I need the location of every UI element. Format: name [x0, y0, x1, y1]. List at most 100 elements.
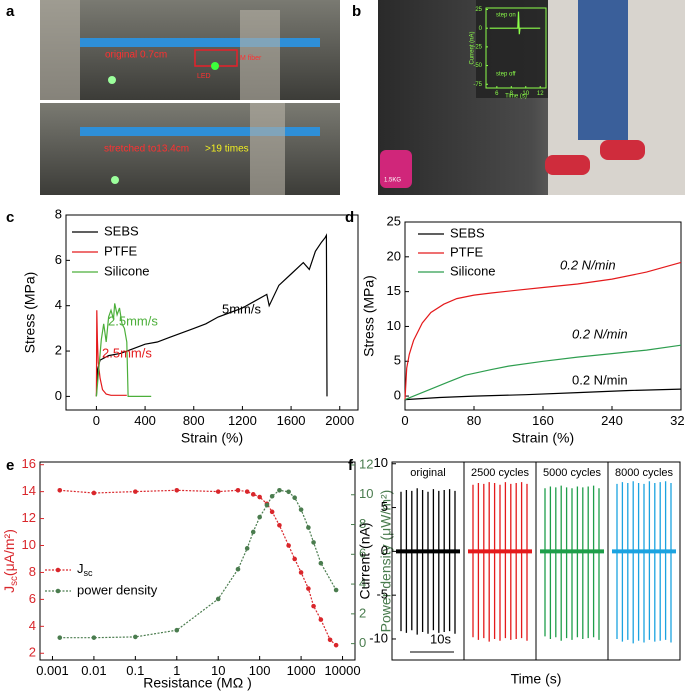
- point: [264, 502, 270, 508]
- point: [174, 487, 180, 493]
- chart: 0 400 800 1200 1600 2000 0 2 4 6 8 Strain (%) Stress…: [22, 206, 359, 446]
- y2-tick-label: 4: [359, 576, 366, 591]
- y-tick-label: 8: [55, 206, 62, 221]
- point: [318, 617, 324, 622]
- led-glow: [108, 76, 116, 84]
- y-axis-label: Stress (MPa): [22, 272, 38, 354]
- photo-text: 1.5KG: [384, 178, 401, 184]
- label-subscript: sc: [9, 576, 20, 586]
- x-tick-label: 10000: [324, 663, 360, 678]
- led-glow: [111, 176, 119, 184]
- x-tick-label: 0: [401, 413, 408, 428]
- chart: 0 80 160 240 320 0 5 10 15 20 25 Strain (%) Stress (…: [361, 213, 685, 445]
- x-tick-label: 1200: [228, 413, 257, 428]
- series-line: [59, 489, 337, 639]
- shoe: [600, 140, 645, 160]
- point: [91, 490, 97, 496]
- label-subscript: sc: [84, 568, 94, 578]
- series-line: [404, 261, 682, 400]
- y-tick-label: 14: [22, 483, 36, 498]
- weight: [380, 150, 412, 188]
- segment-label: 2500 cycles: [471, 467, 530, 479]
- point: [327, 637, 333, 643]
- y-tick-label: 25: [475, 7, 482, 13]
- point: [311, 540, 316, 545]
- x-tick-label: 0.1: [126, 663, 144, 678]
- y-tick-label: 10: [22, 537, 36, 552]
- y-tick-label: 12: [22, 510, 36, 525]
- y2-tick-label: 0: [359, 635, 366, 650]
- point: [257, 514, 262, 520]
- annotation: 2.5mm/s: [102, 345, 152, 360]
- rail: [80, 38, 320, 47]
- point: [292, 495, 297, 501]
- x-tick-label: 80: [467, 413, 481, 428]
- point: [286, 489, 291, 495]
- legend-marker: [55, 567, 61, 573]
- x-tick-label: 1000: [287, 663, 316, 678]
- x-axis-label: Strain (%): [181, 430, 243, 446]
- segment-label: 5000 cycles: [543, 467, 602, 479]
- photo-text: stretched to13.4cm: [104, 144, 189, 155]
- y-tick-label: 4: [29, 618, 36, 633]
- annotation: 0.2 N/min: [560, 257, 616, 272]
- x-tick-label: 1: [173, 663, 180, 678]
- y-tick-label: -5: [376, 587, 388, 602]
- label-part: J: [1, 586, 17, 593]
- x-tick-label: 2000: [325, 413, 354, 428]
- plot-frame: [39, 461, 356, 661]
- x-axis-label: Resistance (MΩ ): [143, 675, 252, 691]
- clamp: [250, 103, 285, 195]
- annotation: 5mm/s: [222, 301, 262, 316]
- jeans: [578, 0, 628, 140]
- x-axis-label: Strain (%): [512, 430, 574, 446]
- inset-bg: [476, 0, 548, 98]
- annotation: step on: [496, 13, 516, 19]
- point: [298, 507, 304, 512]
- legend-label: Silicone: [104, 263, 150, 278]
- y-tick-label: 0: [55, 388, 62, 403]
- panel-label: b: [352, 3, 361, 20]
- series-line: [404, 344, 682, 401]
- y-tick-label: 6: [29, 591, 36, 606]
- y-tick-label: -10: [369, 630, 388, 645]
- x-tick-label: 240: [601, 413, 623, 428]
- annotation: step off: [496, 72, 516, 78]
- y2-tick-label: 8: [359, 516, 366, 531]
- point: [91, 635, 97, 640]
- segment-label: original: [410, 467, 445, 479]
- x-tick-label: 8: [510, 91, 514, 97]
- y-tick-label: -25: [473, 44, 482, 50]
- led-icon: [211, 62, 219, 70]
- plot-frame: [65, 214, 359, 411]
- annotation: 0.2 N/min: [572, 372, 628, 387]
- point: [133, 489, 138, 494]
- x-tick-label: 160: [532, 413, 554, 428]
- point: [292, 556, 297, 562]
- y-tick-label: 2: [55, 342, 62, 357]
- point: [311, 603, 316, 609]
- photo-text: original 0.7cm: [105, 50, 167, 61]
- plot-frame: [485, 7, 547, 89]
- chart: 6 8 10 12 25 0 -25 -50 -75 Time (s) Current (nA) st…: [470, 7, 547, 100]
- point: [306, 586, 311, 591]
- y-axis-label: Current (nA): [357, 522, 373, 599]
- chart: 0.001 0.01 0.1 1 10 100 1000 100002468101214160…: [22, 456, 394, 691]
- series-line: [95, 233, 328, 397]
- x-tick-label: 10: [522, 91, 529, 97]
- point: [333, 642, 339, 648]
- point: [306, 525, 311, 530]
- y2-tick-label: 10: [359, 486, 373, 501]
- x-tick-label: 10: [211, 663, 225, 678]
- point: [215, 596, 221, 602]
- x-axis-label: Time (s): [511, 671, 562, 687]
- point: [250, 492, 256, 497]
- panel-label: e: [6, 457, 14, 474]
- y-tick-label: -75: [473, 82, 482, 88]
- label: Jsc(μA/m²): [1, 529, 20, 593]
- legend-label: Silicone: [450, 263, 496, 278]
- y-tick-label: 5: [394, 353, 401, 368]
- series-line: [95, 303, 152, 397]
- label-part: (μA/m²): [1, 529, 17, 576]
- point: [318, 560, 324, 566]
